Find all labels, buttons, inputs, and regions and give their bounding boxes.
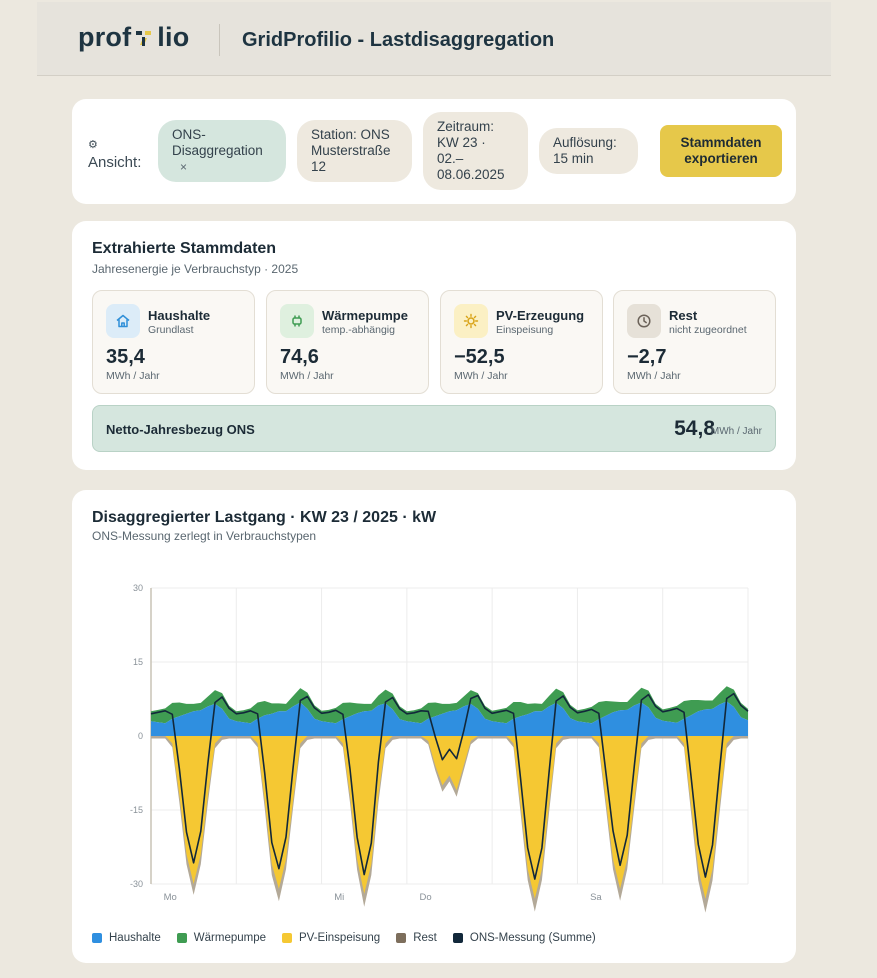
legend-swatch bbox=[282, 933, 293, 943]
tile-unit: MWh / Jahr bbox=[454, 370, 508, 382]
house-icon bbox=[106, 304, 140, 338]
logo-text-start: prof bbox=[78, 22, 132, 52]
legend-item-ons: ONS-Messung (Summe) bbox=[452, 932, 596, 944]
section-subtitle: Jahresenergie je Verbrauchstyp · 2025 bbox=[92, 262, 299, 276]
stammdaten-card: Extrahierte Stammdaten Jahresenergie je … bbox=[72, 221, 796, 470]
filter-chip-period-label: Zeitraum: KW 23 · 02.–08.06.2025 bbox=[437, 119, 505, 182]
export-button[interactable]: Stammdaten exportieren bbox=[660, 125, 782, 177]
tile-desc: nicht zugeordnet bbox=[669, 324, 747, 336]
netto-value: 54,8 bbox=[674, 417, 715, 440]
tile-value: 74,6 bbox=[280, 346, 319, 368]
section-title: Extrahierte Stammdaten bbox=[92, 240, 277, 257]
netto-unit: MWh / Jahr bbox=[710, 426, 762, 437]
tile-rest: Rest nicht zugeordnet −2,7 MWh / Jahr bbox=[613, 290, 776, 394]
close-icon[interactable]: × bbox=[180, 160, 188, 174]
filter-chip-station[interactable]: Station: ONS Musterstraße 12 bbox=[297, 120, 412, 182]
tile-desc: Einspeisung bbox=[496, 324, 554, 336]
tile-desc: Grundlast bbox=[148, 324, 194, 336]
x-tick-label: Mi bbox=[334, 892, 344, 903]
page-title: GridProfilio - Lastdisaggregation bbox=[242, 29, 555, 51]
app-header: prof lio GridProfilio - Lastdisaggregati… bbox=[37, 2, 831, 76]
sun-icon bbox=[454, 304, 488, 338]
y-tick-label: -15 bbox=[130, 805, 143, 815]
legend-swatch bbox=[396, 933, 407, 943]
legend-label: Haushalte bbox=[109, 932, 161, 944]
load-profile-chart[interactable]: 30 15 0 -15 -30 Mo Mi Do Sa bbox=[72, 560, 796, 930]
legend-label: Rest bbox=[413, 932, 437, 944]
tile-value: −2,7 bbox=[627, 346, 667, 368]
legend-label: PV-Einspeisung bbox=[299, 932, 381, 944]
legend-item-rest: Rest bbox=[396, 932, 437, 944]
logo[interactable]: prof lio bbox=[78, 22, 189, 53]
tile-unit: MWh / Jahr bbox=[627, 370, 681, 382]
tile-desc: temp.-abhängig bbox=[322, 324, 395, 336]
x-tick-label: Mo bbox=[164, 892, 177, 903]
chart-card: Disaggregierter Lastgang · KW 23 / 2025 … bbox=[72, 490, 796, 963]
filter-chip-view[interactable]: ONS-Disaggregation × bbox=[158, 120, 286, 182]
chart-title: Disaggregierter Lastgang · KW 23 / 2025 … bbox=[92, 509, 437, 526]
header-divider bbox=[219, 24, 220, 56]
gear-icon: ⚙ bbox=[88, 139, 98, 151]
x-tick-label: Do bbox=[420, 892, 432, 903]
chart-subtitle: ONS-Messung zerlegt in Verbrauchstypen bbox=[92, 529, 317, 543]
filter-chip-resolution-label: Auflösung: 15 min bbox=[553, 135, 617, 166]
heat-pump-icon bbox=[280, 304, 314, 338]
x-tick-label: Sa bbox=[590, 892, 602, 903]
tile-value: 35,4 bbox=[106, 346, 145, 368]
legend-item-haushalte: Haushalte bbox=[92, 932, 161, 944]
legend-item-waermepumpe: Wärmepumpe bbox=[176, 932, 267, 944]
filter-chip-period[interactable]: Zeitraum: KW 23 · 02.–08.06.2025 bbox=[423, 112, 528, 190]
tile-waermepumpe: Wärmepumpe temp.-abhängig 74,6 MWh / Jah… bbox=[266, 290, 429, 394]
logo-mark-icon bbox=[131, 25, 157, 51]
legend-swatch bbox=[176, 933, 187, 943]
y-tick-label: -30 bbox=[130, 879, 143, 889]
y-tick-label: 30 bbox=[133, 583, 143, 593]
view-label: ⚙ Ansicht: bbox=[88, 137, 141, 171]
legend-item-pv: PV-Einspeisung bbox=[282, 932, 380, 944]
tile-name: Haushalte bbox=[148, 308, 211, 323]
tile-name: PV-Erzeugung bbox=[496, 308, 585, 323]
tile-unit: MWh / Jahr bbox=[280, 370, 334, 382]
tile-name: Rest bbox=[669, 308, 698, 323]
netto-summary: Netto-Jahresbezug ONS 54,8 MWh / Jahr bbox=[92, 405, 776, 452]
netto-label: Netto-Jahresbezug ONS bbox=[106, 422, 255, 437]
view-label-text: Ansicht: bbox=[88, 154, 142, 171]
y-tick-label: 15 bbox=[133, 657, 143, 667]
filter-chip-resolution[interactable]: Auflösung: 15 min bbox=[539, 128, 638, 174]
filter-chip-view-label: ONS-Disaggregation bbox=[172, 127, 263, 158]
line-ons-messung bbox=[150, 692, 749, 880]
legend-label: ONS-Messung (Summe) bbox=[469, 932, 596, 944]
legend-label: Wärmepumpe bbox=[193, 932, 267, 944]
tile-haushalte: Haushalte Grundlast 35,4 MWh / Jahr bbox=[92, 290, 255, 394]
legend-swatch bbox=[92, 933, 102, 943]
y-tick-label: 0 bbox=[138, 731, 143, 741]
chart-legend: Haushalte Wärmepumpe PV-Einspeisung Rest… bbox=[92, 932, 612, 944]
logo-text-end: lio bbox=[157, 22, 190, 52]
filter-toolbar: ⚙ Ansicht: ONS-Disaggregation × Station:… bbox=[72, 99, 796, 204]
clock-icon bbox=[627, 304, 661, 338]
filter-chip-station-label: Station: ONS Musterstraße 12 bbox=[311, 127, 391, 174]
tile-name: Wärmepumpe bbox=[322, 308, 408, 323]
area-haushalte bbox=[151, 701, 748, 736]
tile-unit: MWh / Jahr bbox=[106, 370, 160, 382]
tile-value: −52,5 bbox=[454, 346, 505, 368]
legend-swatch bbox=[452, 933, 463, 943]
tile-pv: PV-Erzeugung Einspeisung −52,5 MWh / Jah… bbox=[440, 290, 603, 394]
area-pv-einspeisung bbox=[151, 736, 748, 899]
